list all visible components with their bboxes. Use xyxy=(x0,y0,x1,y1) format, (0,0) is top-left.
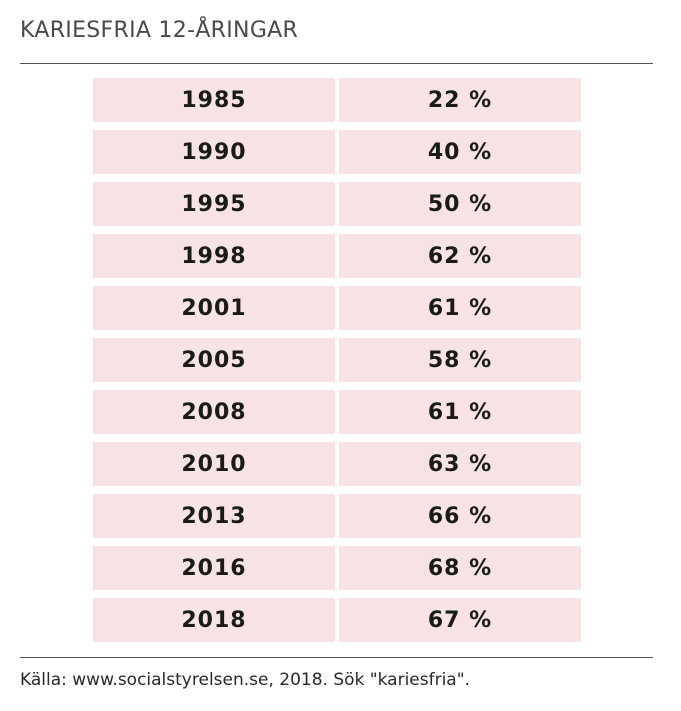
year-cell: 1990 xyxy=(93,130,335,174)
percent-cell: 68 % xyxy=(339,546,581,590)
percent-cell: 58 % xyxy=(339,338,581,382)
year-cell: 2001 xyxy=(93,286,335,330)
percent-cell: 63 % xyxy=(339,442,581,486)
percent-cell: 62 % xyxy=(339,234,581,278)
year-cell: 2008 xyxy=(93,390,335,434)
year-cell: 1995 xyxy=(93,182,335,226)
year-cell: 1998 xyxy=(93,234,335,278)
page-title: KARIESFRIA 12-ÅRINGAR xyxy=(20,18,299,43)
table-row: 2010 63 % xyxy=(93,442,581,486)
top-divider xyxy=(20,63,653,64)
percent-cell: 40 % xyxy=(339,130,581,174)
table-row: 1998 62 % xyxy=(93,234,581,278)
year-cell: 2010 xyxy=(93,442,335,486)
table-row: 2001 61 % xyxy=(93,286,581,330)
table-row: 2018 67 % xyxy=(93,598,581,642)
year-cell: 2005 xyxy=(93,338,335,382)
year-cell: 2016 xyxy=(93,546,335,590)
percent-cell: 66 % xyxy=(339,494,581,538)
table-row: 1995 50 % xyxy=(93,182,581,226)
percent-cell: 22 % xyxy=(339,78,581,122)
year-cell: 2013 xyxy=(93,494,335,538)
source-note: Källa: www.socialstyrelsen.se, 2018. Sök… xyxy=(20,670,470,690)
year-cell: 2018 xyxy=(93,598,335,642)
table-row: 1985 22 % xyxy=(93,78,581,122)
table-row: 1990 40 % xyxy=(93,130,581,174)
table-row: 2016 68 % xyxy=(93,546,581,590)
table-row: 2013 66 % xyxy=(93,494,581,538)
table-row: 2005 58 % xyxy=(93,338,581,382)
table-row: 2008 61 % xyxy=(93,390,581,434)
percent-cell: 61 % xyxy=(339,390,581,434)
percent-cell: 50 % xyxy=(339,182,581,226)
year-cell: 1985 xyxy=(93,78,335,122)
percent-cell: 61 % xyxy=(339,286,581,330)
bottom-divider xyxy=(20,657,653,658)
data-table: 1985 22 % 1990 40 % 1995 50 % 1998 62 % … xyxy=(93,78,581,650)
percent-cell: 67 % xyxy=(339,598,581,642)
